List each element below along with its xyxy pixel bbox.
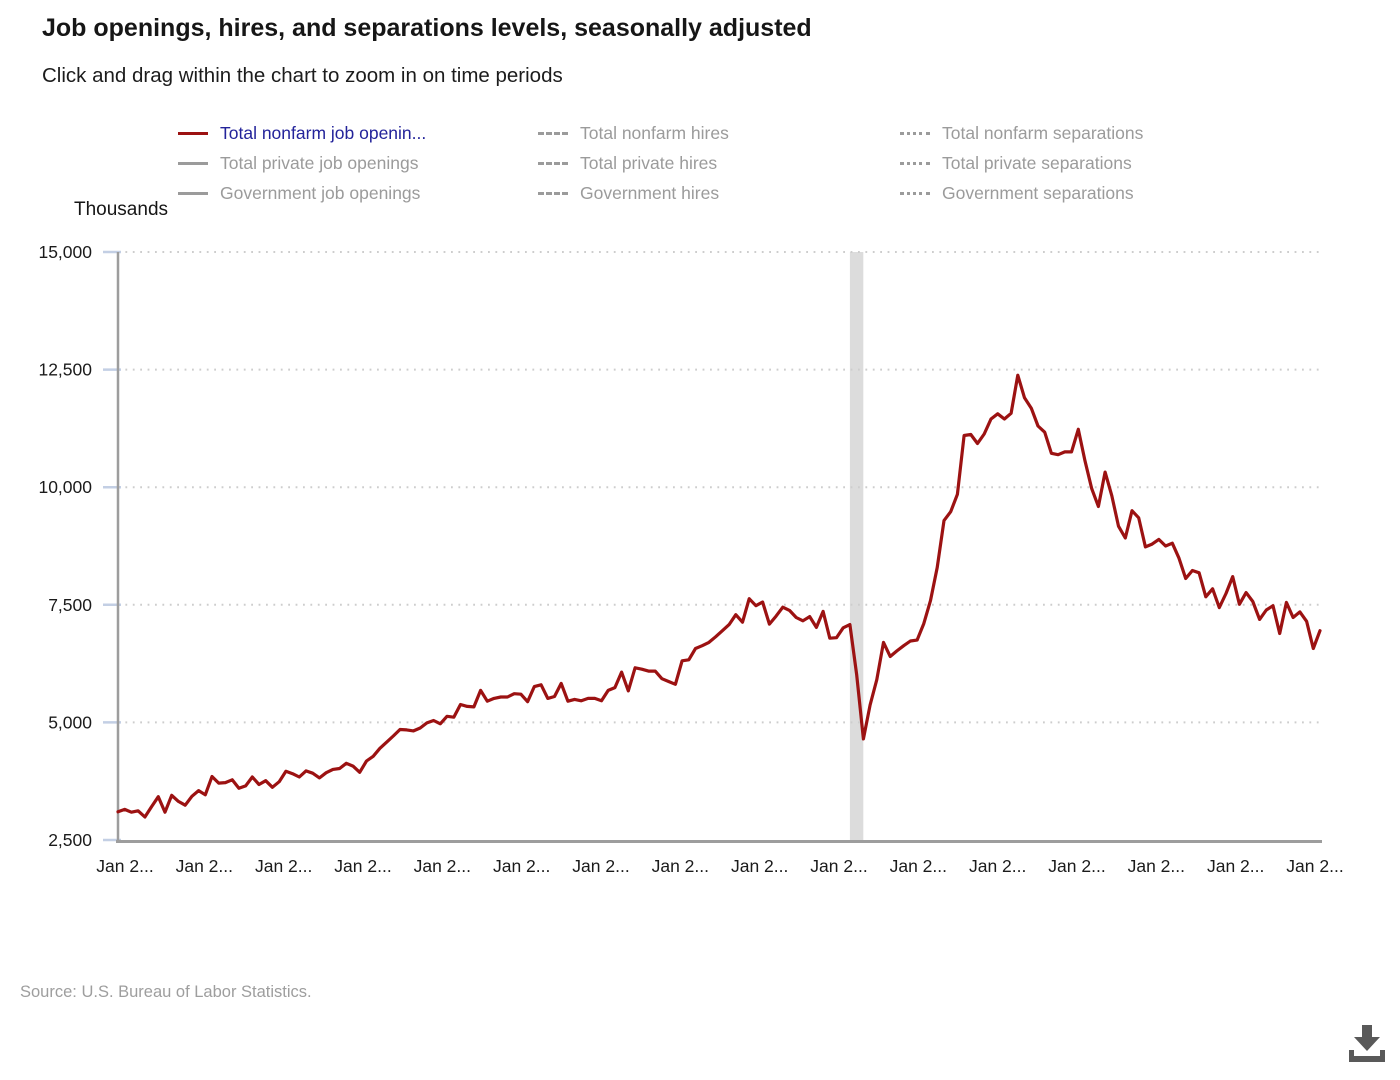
legend-item[interactable]: Total nonfarm job openin...: [178, 118, 538, 148]
legend-swatch-dotted: [900, 191, 930, 195]
x-tick-label: Jan 2...: [1286, 856, 1343, 876]
legend-item[interactable]: Total private job openings: [178, 148, 538, 178]
x-tick-label: Jan 2...: [1207, 856, 1264, 876]
legend-swatch-dotted: [900, 161, 930, 165]
download-button[interactable]: [1340, 1018, 1394, 1070]
legend-item[interactable]: Total private separations: [900, 148, 1143, 178]
legend-item[interactable]: Total private hires: [538, 148, 900, 178]
source-text: Source: U.S. Bureau of Labor Statistics.: [20, 983, 312, 1001]
legend-column-3: Total nonfarm separations Total private s…: [900, 118, 1143, 208]
legend-swatch-dashed: [538, 161, 568, 165]
legend-column-2: Total nonfarm hires Total private hires Go…: [538, 118, 900, 208]
x-tick-label: Jan 2...: [176, 856, 233, 876]
y-tick-label: 7,500: [48, 595, 92, 615]
legend-swatch-solid: [178, 191, 208, 195]
y-tick-label: 15,000: [38, 242, 92, 262]
x-tick-label: Jan 2...: [969, 856, 1026, 876]
legend-item-label: Government job openings: [220, 182, 421, 203]
x-tick-label: Jan 2...: [1128, 856, 1185, 876]
y-tick-label: 2,500: [48, 830, 92, 850]
legend-item-label: Total nonfarm separations: [942, 122, 1144, 143]
legend-swatch-dotted: [900, 131, 930, 135]
chart-legend: Total nonfarm job openin... Total private…: [178, 118, 1143, 208]
legend-swatch-solid: [178, 161, 208, 165]
y-tick-label: 5,000: [48, 712, 92, 732]
series-line-total-nonfarm-job-openings: [116, 373, 1322, 819]
x-tick-label: Jan 2...: [890, 856, 947, 876]
legend-item[interactable]: Total nonfarm hires: [538, 118, 900, 148]
legend-item-label: Total private hires: [580, 152, 718, 173]
x-tick-label: Jan 2...: [652, 856, 709, 876]
recession-band: [849, 252, 864, 841]
legend-swatch-dashed: [538, 131, 568, 135]
legend-item[interactable]: Government job openings: [178, 178, 538, 208]
legend-item[interactable]: Government separations: [900, 178, 1143, 208]
legend-swatch-dashed: [538, 191, 568, 195]
legend-item-label: Total nonfarm hires: [580, 122, 729, 143]
legend-item-label: Government hires: [580, 182, 720, 203]
legend-item[interactable]: Total nonfarm separations: [900, 118, 1143, 148]
chart-subtitle: Click and drag within the chart to zoom …: [42, 64, 563, 87]
y-tick-label: 12,500: [38, 360, 92, 380]
x-tick-label: Jan 2...: [334, 856, 391, 876]
chart-area: 15,000 12,500 10,000 7,500 5,000 2,500 Jan 2..…: [0, 240, 1360, 900]
legend-item-label: Total private job openings: [220, 152, 419, 173]
x-tick-label: Jan 2...: [255, 856, 312, 876]
legend-item-label: Total private separations: [942, 152, 1132, 173]
x-tick-label: Jan 2...: [414, 856, 471, 876]
x-tick-label: Jan 2...: [1048, 856, 1105, 876]
y-axis-title: Thousands: [74, 199, 169, 220]
legend-swatch-solid: [178, 131, 208, 135]
x-tick-label: Jan 2...: [493, 856, 550, 876]
page-title: Job openings, hires, and separations lev…: [42, 14, 812, 42]
x-tick-label: Jan 2...: [96, 856, 153, 876]
legend-item[interactable]: Government hires: [538, 178, 900, 208]
x-tick-label: Jan 2...: [572, 856, 629, 876]
download-icon: [1349, 1025, 1385, 1062]
legend-column-1: Total nonfarm job openin... Total private…: [178, 118, 538, 208]
legend-item-label: Government separations: [942, 182, 1134, 203]
legend-item-label: Total nonfarm job openin...: [220, 122, 427, 143]
x-tick-label: Jan 2...: [731, 856, 788, 876]
y-tick-label: 10,000: [38, 477, 92, 497]
x-tick-label: Jan 2...: [810, 856, 867, 876]
